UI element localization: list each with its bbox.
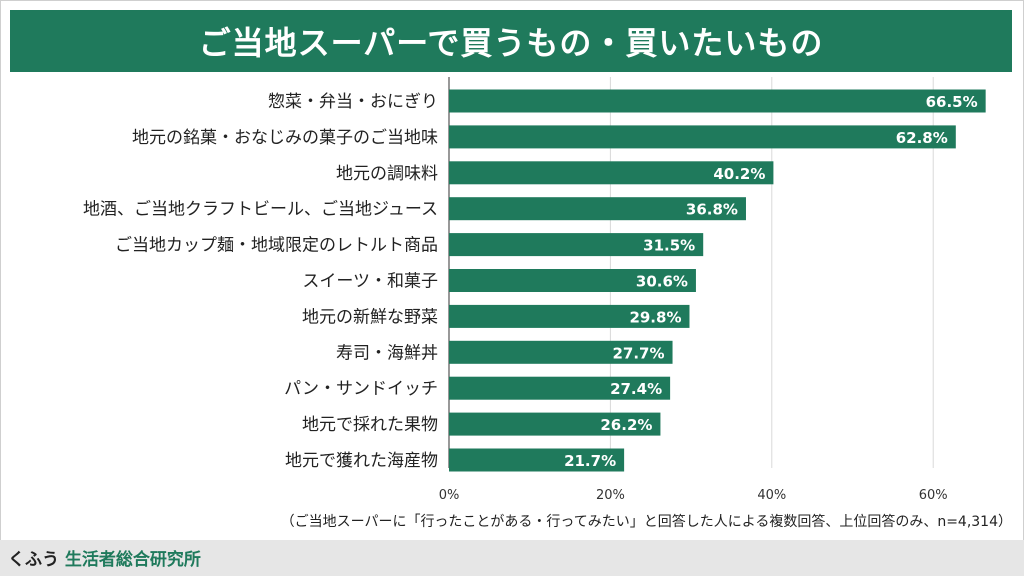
survey-note: （ご当地スーパーに「行ったことがある・行ってみたい」と回答した人による複数回答、…: [280, 514, 1012, 530]
bar: [449, 269, 696, 292]
x-tick-label: 60%: [919, 488, 948, 503]
bar: [449, 125, 956, 149]
category-label: 地元で採れた果物: [302, 415, 438, 435]
value-label: 30.6%: [636, 273, 688, 291]
value-label: 27.7%: [612, 344, 664, 362]
brand-name: 生活者総合研究所: [64, 550, 201, 570]
value-label: 40.2%: [713, 165, 765, 183]
category-label: 地元の調味料: [336, 164, 438, 184]
brand-kana: くふう: [8, 550, 59, 570]
value-label: 21.7%: [564, 452, 616, 470]
x-tick-label: 20%: [596, 488, 625, 503]
category-label: ご当地カップ麺・地域限定のレトルト商品: [115, 236, 438, 256]
category-label: スイーツ・和菓子: [302, 272, 438, 292]
x-tick-label: 0%: [439, 488, 460, 503]
value-label: 29.8%: [629, 308, 681, 326]
bar: [449, 376, 671, 400]
value-label: 31.5%: [643, 237, 695, 255]
category-label: 寿司・海鮮丼: [336, 343, 438, 363]
category-label: 地元の銘菓・おなじみの菓子のご当地味: [132, 128, 438, 148]
category-label: パン・サンドイッチ: [284, 379, 438, 399]
category-label: 惣菜・弁当・おにぎり: [268, 92, 438, 112]
bar: [449, 233, 704, 257]
title-bar: ご当地スーパーで買うもの・買いたいもの: [10, 10, 1012, 72]
bar: [449, 304, 690, 328]
value-label: 26.2%: [600, 416, 652, 434]
bar: [449, 448, 625, 472]
bar: [449, 161, 774, 185]
chart-title: ご当地スーパーで買うもの・買いたいもの: [198, 24, 824, 62]
value-label: 66.5%: [926, 93, 978, 111]
category-label: 地元の新鮮な野菜: [302, 307, 438, 327]
brand-logo: くふう 生活者総合研究所: [8, 545, 201, 570]
category-label: 地元で獲れた海産物: [285, 451, 438, 471]
footer-bar: [0, 540, 1024, 576]
category-label: 地酒、ご当地クラフトビール、ご当地ジュース: [83, 200, 438, 220]
value-label: 62.8%: [896, 129, 948, 147]
x-tick-label: 40%: [757, 488, 786, 503]
value-label: 27.4%: [610, 380, 662, 398]
bar: [449, 89, 986, 113]
value-label: 36.8%: [686, 201, 738, 219]
bar: [449, 197, 746, 221]
bar: [449, 412, 661, 436]
bar: [449, 340, 673, 364]
